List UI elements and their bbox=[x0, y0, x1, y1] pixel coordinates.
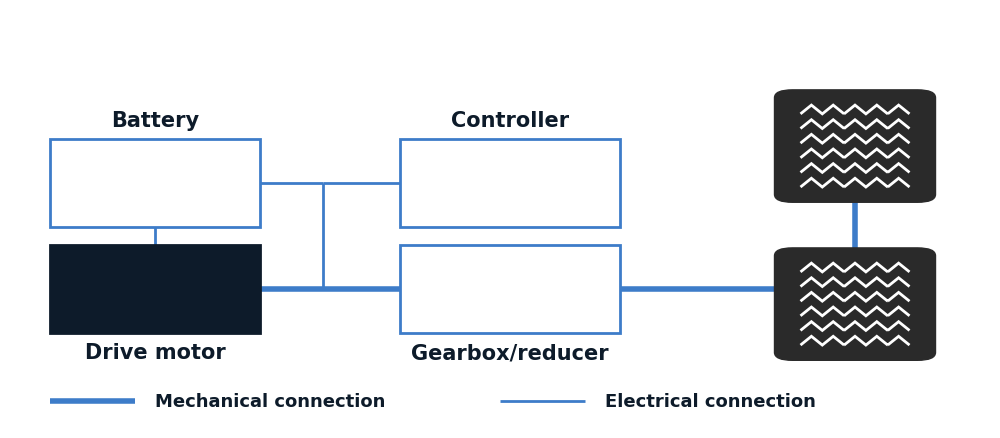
FancyBboxPatch shape bbox=[774, 91, 936, 203]
FancyBboxPatch shape bbox=[50, 245, 260, 333]
FancyBboxPatch shape bbox=[400, 245, 620, 333]
Text: Drive motor: Drive motor bbox=[85, 343, 225, 363]
FancyBboxPatch shape bbox=[400, 140, 620, 228]
Text: Controller: Controller bbox=[451, 110, 569, 131]
Text: Gearbox/reducer: Gearbox/reducer bbox=[411, 343, 609, 363]
Text: Mechanical connection: Mechanical connection bbox=[155, 392, 385, 410]
Text: Electrical connection: Electrical connection bbox=[605, 392, 816, 410]
FancyBboxPatch shape bbox=[774, 248, 936, 360]
FancyBboxPatch shape bbox=[50, 140, 260, 228]
Text: Battery: Battery bbox=[111, 110, 199, 131]
